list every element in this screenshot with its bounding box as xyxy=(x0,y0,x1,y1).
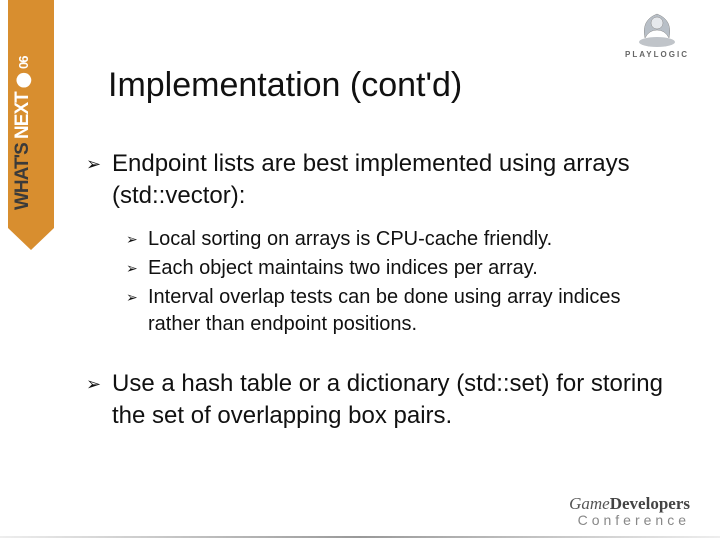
bullet-text: Use a hash table or a dictionary (std::s… xyxy=(112,368,676,432)
bullet-sub-text: Interval overlap tests can be done using… xyxy=(148,284,676,338)
slide-title: Implementation (cont'd) xyxy=(108,66,462,105)
bullet-marker-icon: ➢ xyxy=(126,226,148,253)
footer-conf: Conference xyxy=(569,512,690,528)
banner-gdc: ⬤ xyxy=(14,73,30,88)
gdc-line1: GameDevelopers xyxy=(569,494,690,514)
sub-list: ➢ Local sorting on arrays is CPU-cache f… xyxy=(126,226,676,338)
banner-triangle xyxy=(8,228,54,250)
content-area: ➢ Endpoint lists are best implemented us… xyxy=(86,148,676,446)
bullet-sub-text: Each object maintains two indices per ar… xyxy=(148,255,538,282)
bullet-sub: ➢ Interval overlap tests can be done usi… xyxy=(126,284,676,338)
bullet-sub: ➢ Local sorting on arrays is CPU-cache f… xyxy=(126,226,676,253)
playlogic-text: PLAYLOGIC xyxy=(608,50,706,59)
banner-year: 06 xyxy=(16,57,31,69)
bullet-text: Endpoint lists are best implemented usin… xyxy=(112,148,676,212)
bullet-marker-icon: ➢ xyxy=(126,284,148,338)
bullet-marker-icon: ➢ xyxy=(126,255,148,282)
gdc-footer-logo: GameDevelopers Conference xyxy=(569,494,690,528)
footer-dev: Developers xyxy=(610,494,690,513)
bottom-rule xyxy=(0,536,720,538)
bullet-sub-text: Local sorting on arrays is CPU-cache fri… xyxy=(148,226,552,253)
banner-text: WHAT'S NEXT ⬤ 06 xyxy=(12,57,34,210)
bullet-marker-icon: ➢ xyxy=(86,368,112,432)
whats-next-banner: WHAT'S NEXT ⬤ 06 xyxy=(0,0,62,258)
bullet-marker-icon: ➢ xyxy=(86,148,112,212)
footer-game: Game xyxy=(569,494,610,513)
banner-dark: WHAT'S xyxy=(12,143,33,210)
playlogic-logo: PLAYLOGIC xyxy=(608,8,706,64)
bullet-sub: ➢ Each object maintains two indices per … xyxy=(126,255,676,282)
bullet-main: ➢ Use a hash table or a dictionary (std:… xyxy=(86,368,676,432)
bullet-main: ➢ Endpoint lists are best implemented us… xyxy=(86,148,676,212)
banner-light: NEXT xyxy=(12,92,33,139)
slide: WHAT'S NEXT ⬤ 06 PLAYLOGIC Implementatio… xyxy=(0,0,720,540)
playlogic-icon xyxy=(635,8,679,48)
